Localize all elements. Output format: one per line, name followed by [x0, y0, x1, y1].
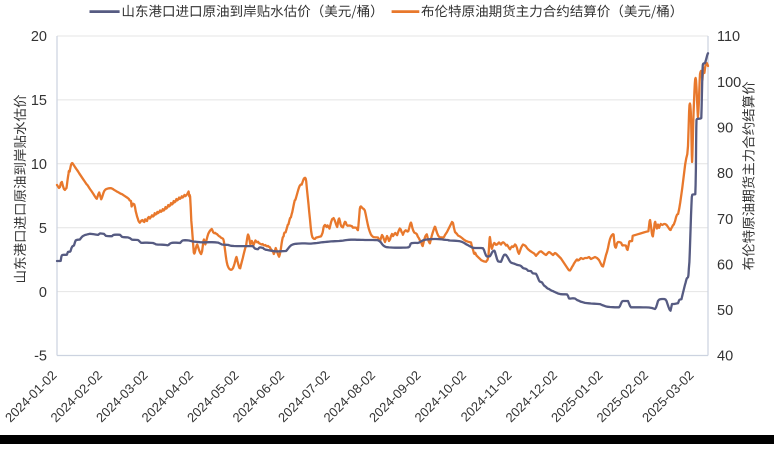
- svg-text:60: 60: [717, 257, 733, 273]
- svg-text:110: 110: [717, 29, 740, 45]
- svg-text:5: 5: [39, 221, 47, 237]
- svg-text:80: 80: [717, 166, 733, 182]
- svg-text:40: 40: [717, 349, 733, 365]
- svg-text:50: 50: [717, 303, 733, 319]
- svg-text:90: 90: [717, 121, 733, 137]
- svg-text:70: 70: [717, 212, 733, 228]
- svg-text:100: 100: [717, 75, 741, 91]
- svg-text:-5: -5: [34, 349, 47, 365]
- svg-text:15: 15: [31, 93, 47, 109]
- svg-text:20: 20: [31, 29, 47, 45]
- svg-text:0: 0: [39, 285, 47, 301]
- svg-text:10: 10: [31, 157, 47, 173]
